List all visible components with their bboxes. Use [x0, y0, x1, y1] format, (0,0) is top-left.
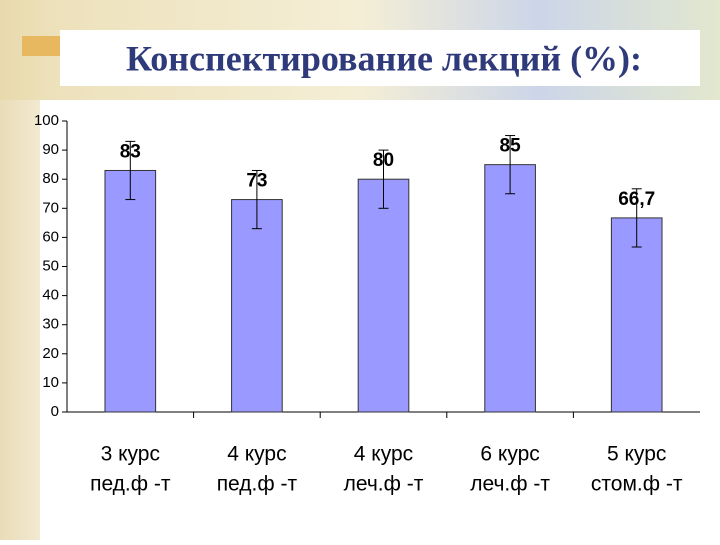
- x-tick-label: пед.ф -т: [217, 473, 298, 496]
- value-label: 80: [373, 150, 394, 171]
- x-tick-label: пед.ф -т: [90, 473, 171, 496]
- y-tick-label: 0: [51, 403, 59, 420]
- y-tick-label: 50: [42, 257, 59, 274]
- title-box: [60, 30, 700, 86]
- decoration: [22, 36, 72, 56]
- y-tick-label: 90: [42, 141, 59, 158]
- bar: [610, 217, 663, 413]
- x-tick-label: 6 курс: [480, 443, 539, 466]
- x-tick-label: 4 курс: [227, 443, 286, 466]
- value-label: 85: [500, 136, 522, 157]
- y-tick-label: 30: [42, 316, 59, 333]
- y-tick-label: 10: [42, 374, 59, 391]
- bar: [231, 199, 283, 413]
- x-tick-label: 3 курс: [101, 443, 160, 466]
- x-tick-label: 5 курс: [607, 443, 666, 466]
- x-tick-label: леч.ф -т: [470, 473, 550, 496]
- plot: 0 10 20 30 40 50 60 70 80 90 100 3 курс пед.ф -т 83 4 …: [34, 112, 700, 496]
- bar: [357, 178, 410, 413]
- x-tick-label: леч.ф -т: [344, 473, 424, 496]
- chart-title: Конспектирование лекций (%):: [126, 38, 642, 78]
- value-label: 83: [120, 141, 141, 162]
- bar: [484, 164, 536, 413]
- y-tick-label: 100: [34, 112, 59, 129]
- y-tick-label: 70: [42, 199, 59, 216]
- value-label: 73: [246, 171, 267, 192]
- bar: [104, 169, 157, 413]
- y-tick-label: 20: [42, 345, 59, 362]
- x-tick-label: 4 курс: [354, 443, 413, 466]
- y-tick-label: 40: [42, 287, 59, 304]
- y-tick-label: 80: [42, 170, 59, 187]
- y-tick-label: 60: [42, 228, 59, 245]
- value-label: 66,7: [618, 189, 655, 210]
- x-tick-label: стом.ф -т: [591, 473, 683, 496]
